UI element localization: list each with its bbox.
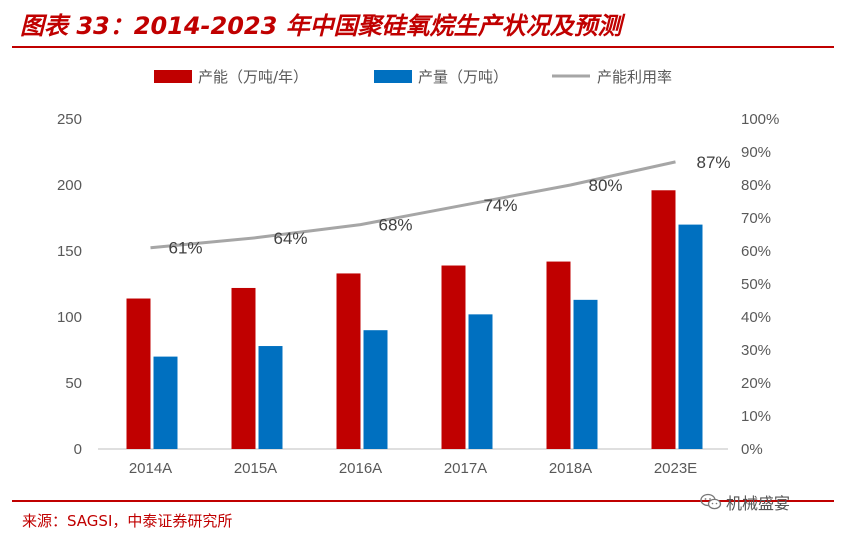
chart: 产能（万吨/年） 产量（万吨） 产能利用率 0 50 100 150 200 250 0%… — [57, 68, 779, 477]
x-axis-tick-label: 2023E — [654, 460, 697, 477]
rate-data-label: 68% — [378, 216, 412, 235]
rate-data-label: 87% — [696, 153, 730, 172]
right-axis-tick-label: 20% — [741, 375, 771, 392]
bar-output — [363, 330, 388, 449]
left-axis-tick-label: 100 — [57, 309, 82, 326]
bar-output — [258, 346, 283, 449]
bar-capacity — [336, 273, 361, 449]
rate-line: 61% 64% 68% 74% 80% 87% — [150, 153, 731, 258]
rate-line-path — [150, 160, 676, 250]
bars — [126, 190, 703, 449]
right-axis-tick-label: 70% — [741, 210, 771, 227]
bar-capacity — [651, 190, 676, 449]
legend-item-rate: 产能利用率 — [552, 68, 672, 86]
right-axis-tick-label: 50% — [741, 276, 771, 293]
right-axis: 0% 10% 20% 30% 40% 50% 60% 70% 80% 90% 100% — [741, 111, 779, 458]
bar-capacity — [546, 261, 571, 449]
legend-item-output: 产量（万吨） — [374, 68, 508, 86]
x-axis: 2014A 2015A 2016A 2017A 2018A 2023E — [129, 460, 697, 477]
bar-output — [573, 299, 598, 449]
right-axis-tick-label: 80% — [741, 177, 771, 194]
watermark: 机械盛宴 — [700, 490, 790, 514]
x-axis-tick-label: 2016A — [339, 460, 382, 477]
right-axis-tick-label: 0% — [741, 441, 763, 458]
rate-data-label: 61% — [168, 239, 202, 258]
x-axis-tick-label: 2015A — [234, 460, 277, 477]
title-divider — [12, 46, 834, 48]
legend-swatch-output — [374, 70, 412, 83]
right-axis-tick-label: 30% — [741, 342, 771, 359]
left-axis-tick-label: 150 — [57, 243, 82, 260]
left-axis-tick-label: 200 — [57, 177, 82, 194]
source-note: 来源：SAGSI，中泰证券研究所 — [22, 512, 233, 530]
right-axis-tick-label: 90% — [741, 144, 771, 161]
x-axis-tick-label: 2014A — [129, 460, 172, 477]
legend: 产能（万吨/年） 产量（万吨） 产能利用率 — [154, 68, 672, 86]
bar-output — [468, 314, 493, 449]
rate-data-label: 74% — [483, 196, 517, 215]
chart-title: 图表 33：2014-2023 年中国聚硅氧烷生产状况及预测 — [20, 12, 622, 40]
legend-label-capacity: 产能（万吨/年） — [198, 68, 308, 86]
legend-label-rate: 产能利用率 — [597, 68, 672, 86]
bar-capacity — [441, 265, 466, 449]
bar-output — [153, 356, 178, 449]
wechat-icon — [700, 493, 722, 510]
right-axis-tick-label: 60% — [741, 243, 771, 260]
watermark-text: 机械盛宴 — [726, 494, 791, 513]
left-axis-tick-label: 250 — [57, 111, 82, 128]
x-axis-tick-label: 2018A — [549, 460, 592, 477]
right-axis-tick-label: 100% — [741, 111, 779, 128]
rate-data-label: 64% — [273, 229, 307, 248]
footer-divider — [12, 500, 834, 502]
right-axis-tick-label: 40% — [741, 309, 771, 326]
legend-item-capacity: 产能（万吨/年） — [154, 68, 308, 86]
bar-output — [678, 224, 703, 449]
bar-capacity — [126, 298, 151, 449]
right-axis-tick-label: 10% — [741, 408, 771, 425]
left-axis-tick-label: 50 — [65, 375, 82, 392]
left-axis: 0 50 100 150 200 250 — [57, 111, 82, 458]
legend-swatch-capacity — [154, 70, 192, 83]
x-axis-tick-label: 2017A — [444, 460, 487, 477]
legend-label-output: 产量（万吨） — [418, 68, 508, 86]
bar-capacity — [231, 287, 256, 449]
left-axis-tick-label: 0 — [74, 441, 82, 458]
rate-data-label: 80% — [588, 176, 622, 195]
